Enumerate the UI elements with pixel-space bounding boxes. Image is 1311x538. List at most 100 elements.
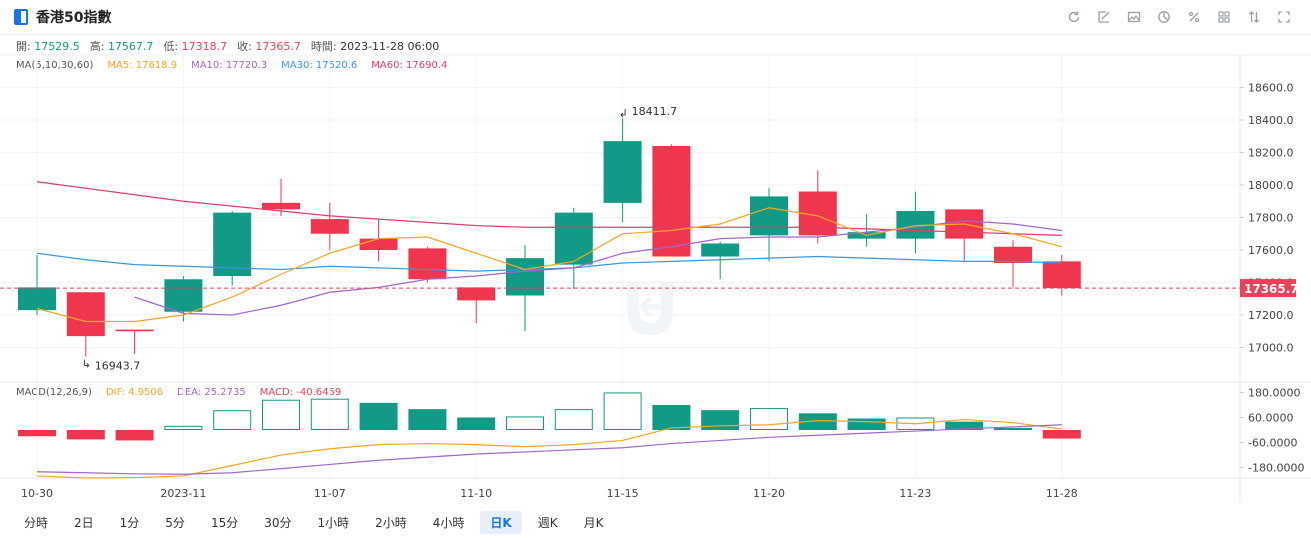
ma10-legend: MA10: 17720.3 [191,60,268,71]
dif-line [36,418,1062,479]
candle-body [506,258,544,296]
tab-8[interactable]: 4小時 [432,515,465,530]
ma-legend: MA(5,10,30,60) MA5: 17618.9 MA10: 17720.… [16,60,447,71]
tab-9[interactable]: 日K [480,510,522,534]
candle-body [457,287,496,301]
macd-bar [896,417,935,431]
x-tick-label: 11-15 [607,487,639,500]
macd-bar [213,410,252,431]
open-field: 開: 17529.5 [16,40,80,53]
macd-bar [701,410,740,430]
max-marker: ↲ [619,107,628,120]
ohlc-readout: 開: 17529.5 高: 17567.7 低: 17318.7 收: 1736… [16,38,439,54]
close-field: 收: 17365.7 [237,40,301,53]
tab-11[interactable]: 月K [583,515,604,530]
ma5-line [36,207,1062,323]
candle-body [359,238,398,250]
tab-6[interactable]: 1小時 [317,515,350,530]
tab-10[interactable]: 週K [537,515,558,530]
dea-line [36,424,1062,475]
macd-tick-label: 60.0000 [1248,411,1294,424]
x-tick-label: 10-30 [21,487,53,500]
tab-2[interactable]: 1分 [119,515,140,530]
x-tick-label: 11-28 [1046,487,1078,500]
kline-chart[interactable]: 18600.0 18400.0 18200.0 18000.0 17800.0 17600… [0,0,1311,510]
chart-title: 香港50指數 [36,10,112,26]
macd-bar [1042,430,1081,439]
candle-body [652,146,691,257]
y-tick-label: 18000.0 [1248,179,1294,192]
tab-5[interactable]: 30分 [264,515,292,530]
percent-icon[interactable] [1179,7,1209,27]
pie-icon[interactable] [1149,7,1179,27]
macd-bar [994,427,1032,430]
ma60-legend: MA60: 17690.4 [371,60,448,71]
last-price-badge [1240,279,1296,298]
ma-legend-name: MA(5,10,30,60) [16,60,94,71]
refresh-icon[interactable] [1059,7,1089,27]
candle-body [994,246,1032,263]
candle-body [1042,261,1081,289]
ma5-legend: MA5: 17618.9 [107,60,178,71]
x-tick-label: 11-10 [460,487,492,500]
tab-1[interactable]: 2日 [74,515,94,530]
high-field: 高: 17567.7 [89,40,154,53]
y-tick-label: 17600.0 [1248,244,1294,257]
low-field: 低: 17318.7 [163,40,228,53]
expand-icon[interactable] [1269,7,1299,27]
y-tick-label: 17000.0 [1248,342,1294,355]
macd-bar [115,430,154,441]
index-icon [14,9,28,25]
macd-value-legend: MACD: -40.6459 [259,387,342,398]
title-group: 香港50指數 [14,7,111,27]
candle-body [18,287,56,311]
max-price-label: 18411.7 [632,105,678,118]
macd-bar [603,392,642,430]
draw-icon[interactable] [1089,7,1119,27]
tab-3[interactable]: 5分 [165,515,185,530]
image-icon[interactable] [1119,7,1149,27]
macd-tick-label: -180.0000 [1248,462,1304,475]
min-price-label: 16943.7 [95,360,141,373]
macd-bar [310,398,349,430]
macd-bar [554,409,593,430]
dif-legend: DIF: 4.9506 [105,387,164,398]
macd-bar [359,402,398,430]
period-tabs: 分時 2日 1分 5分 15分 30分 1小時 2小時 4小時 日K 週K 月K [0,510,1311,534]
x-tick-label: 11-20 [753,487,785,500]
ma30-line [36,252,1062,272]
candle-body [115,329,154,332]
macd-tick-label: 180.0000 [1248,386,1301,399]
macd-bar [262,399,300,431]
candle-body [213,212,252,276]
candle-body [66,292,105,337]
candle-body [603,141,642,203]
macd-tick-label: -60.0000 [1248,437,1297,450]
candle-body [750,196,788,236]
y-tick-label: 18400.0 [1248,114,1294,127]
candle-body [554,212,593,265]
macd-bar [652,404,691,430]
y-tick-label: 17200.0 [1248,309,1294,322]
grid-icon[interactable] [1209,7,1239,27]
macd-legend-name: MACD(12,26,9) [16,387,92,398]
time-field: 時間: 2023-11-28 06:00 [310,40,440,53]
tab-0[interactable]: 分時 [24,515,49,530]
x-tick-label: 2023-11 [160,487,206,500]
watermark: ⊌ [613,252,686,357]
candle-body [408,248,447,280]
min-marker: ↳ [82,358,91,371]
ma10-line [134,220,1062,316]
tab-4[interactable]: 15分 [210,515,239,530]
sort-icon[interactable] [1239,7,1269,27]
tab-7[interactable]: 2小時 [375,515,407,530]
x-tick-label: 11-23 [899,487,931,500]
macd-bar [66,430,105,440]
y-tick-label: 18200.0 [1248,147,1294,160]
last-price-label: 17365.7 [1244,282,1299,296]
candle-body [701,243,740,257]
candle-body [310,219,349,234]
x-tick-label: 11-07 [314,487,346,500]
ma30-legend: MA30: 17520.6 [281,60,358,71]
toolbar [1059,7,1299,27]
